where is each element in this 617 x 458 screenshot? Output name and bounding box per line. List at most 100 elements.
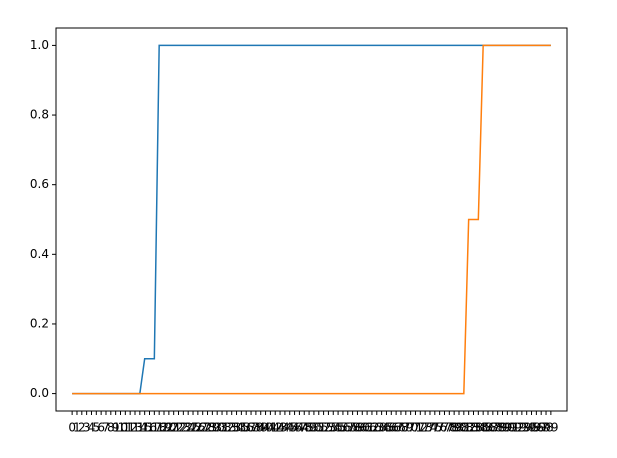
x-tick-label: 34	[229, 421, 244, 435]
x-tick-label: 17	[147, 421, 162, 435]
x-tick-label: 33	[224, 421, 239, 435]
x-tick-label: 37	[243, 421, 258, 435]
y-tick-label: 0.0	[30, 386, 49, 400]
x-tick-label: 66	[384, 421, 399, 435]
x-tick-label: 0	[68, 421, 76, 435]
x-tick-label: 89	[495, 421, 510, 435]
x-tick-label: 41	[263, 421, 278, 435]
x-tick-label: 21	[166, 421, 181, 435]
x-tick-label: 35	[234, 421, 249, 435]
x-tick-label: 19	[156, 421, 171, 435]
x-tick-label: 38	[248, 421, 263, 435]
x-tick-label: 7	[102, 421, 110, 435]
x-tick-label: 24	[181, 421, 196, 435]
x-tick-label: 11	[118, 421, 133, 435]
x-tick-label: 14	[132, 421, 147, 435]
x-tick-label: 99	[543, 421, 558, 435]
x-tick-label: 46	[287, 421, 302, 435]
x-tick-label: 51	[311, 421, 326, 435]
x-tick-label: 30	[210, 421, 225, 435]
x-tick-label: 39	[253, 421, 268, 435]
line-series	[72, 44, 551, 395]
x-tick-label: 40	[258, 421, 273, 435]
y-tick-label: 0.4	[30, 247, 49, 261]
x-tick-label: 94	[519, 421, 534, 435]
x-tick-label: 88	[490, 421, 505, 435]
x-tick-label: 64	[374, 421, 389, 435]
x-tick-label: 85	[476, 421, 491, 435]
x-tick-label: 79	[447, 421, 462, 435]
x-tick-label: 97	[534, 421, 549, 435]
x-tick-label: 83	[466, 421, 481, 435]
x-tick-label: 87	[485, 421, 500, 435]
x-tick-label: 32	[219, 421, 234, 435]
x-tick-label: 22	[171, 421, 186, 435]
x-tick-label: 43	[272, 421, 287, 435]
x-tick-label: 52	[316, 421, 331, 435]
x-tick-label: 5	[92, 421, 100, 435]
plot-frame	[55, 27, 568, 412]
x-tick-label: 91	[505, 421, 520, 435]
x-tick-label: 55	[330, 421, 345, 435]
x-tick-label: 78	[442, 421, 457, 435]
x-tick-label: 48	[297, 421, 312, 435]
x-tick-label: 29	[205, 421, 220, 435]
x-tick-label: 47	[292, 421, 307, 435]
x-tick-label: 27	[195, 421, 210, 435]
y-tick-label: 0.2	[30, 316, 49, 330]
x-tick-label: 1	[73, 421, 81, 435]
y-tick-label: 0.6	[30, 177, 49, 191]
x-tick-label: 49	[301, 421, 316, 435]
x-tick-label: 45	[282, 421, 297, 435]
x-tick-label: 16	[142, 421, 157, 435]
x-tick-label: 92	[509, 421, 524, 435]
x-tick-label: 68	[393, 421, 408, 435]
x-tick-label: 76	[432, 421, 447, 435]
x-tick-label: 67	[388, 421, 403, 435]
x-tick-label: 62	[364, 421, 379, 435]
x-tick-label: 98	[538, 421, 553, 435]
x-tick-label: 84	[471, 421, 486, 435]
x-tick-label: 60	[355, 421, 370, 435]
x-tick-label: 96	[529, 421, 544, 435]
x-tick-label: 10	[113, 421, 128, 435]
x-tick-label: 65	[379, 421, 394, 435]
x-tick-label: 71	[408, 421, 423, 435]
x-tick-label: 44	[277, 421, 292, 435]
x-tick-label: 61	[359, 421, 374, 435]
x-tick-label: 75	[427, 421, 442, 435]
x-tick-label: 80	[451, 421, 466, 435]
x-tick-label: 59	[350, 421, 365, 435]
x-tick-label: 86	[480, 421, 495, 435]
x-tick-label: 53	[321, 421, 336, 435]
x-tick-label: 63	[369, 421, 384, 435]
x-tick-label: 70	[403, 421, 418, 435]
x-tick-label: 58	[345, 421, 360, 435]
x-tick-label: 9	[112, 421, 120, 435]
x-tick-label: 73	[417, 421, 432, 435]
x-tick-label: 42	[268, 421, 283, 435]
x-tick-label: 72	[413, 421, 428, 435]
x-tick-label: 4	[88, 421, 96, 435]
x-tick-label: 36	[239, 421, 254, 435]
x-tick-label: 56	[335, 421, 350, 435]
x-tick-label: 8	[107, 421, 115, 435]
x-tick-label: 74	[422, 421, 437, 435]
x-tick-label: 81	[456, 421, 471, 435]
x-tick-label: 3	[83, 421, 91, 435]
x-tick-label: 77	[437, 421, 452, 435]
x-tick-label: 25	[185, 421, 200, 435]
x-tick-label: 2	[78, 421, 86, 435]
x-tick-label: 28	[200, 421, 215, 435]
x-tick-label: 23	[176, 421, 191, 435]
x-tick-label: 18	[152, 421, 167, 435]
line-series	[72, 44, 551, 395]
x-tick-label: 6	[97, 421, 105, 435]
x-tick-label: 93	[514, 421, 529, 435]
x-tick-label: 50	[306, 421, 321, 435]
y-tick-label: 0.8	[30, 108, 49, 122]
x-tick-label: 90	[500, 421, 515, 435]
x-tick-label: 12	[123, 421, 138, 435]
